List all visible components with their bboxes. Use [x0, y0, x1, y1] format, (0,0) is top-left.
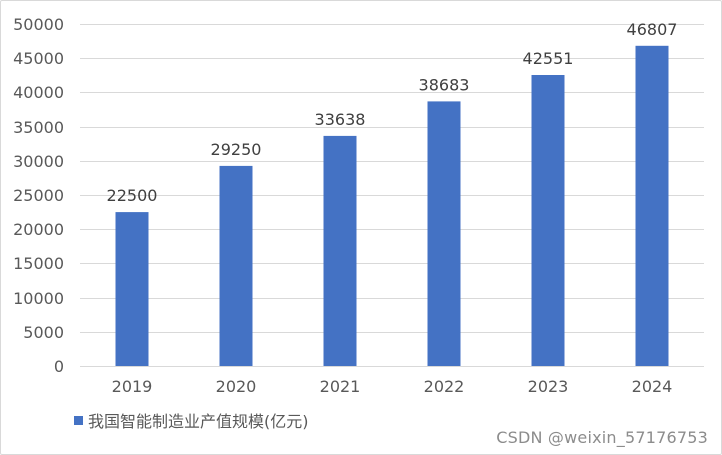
y-tick-label: 30000 [13, 152, 64, 171]
y-tick-label: 15000 [13, 254, 64, 273]
x-tick-label: 2020 [216, 377, 257, 396]
y-tick-label: 45000 [13, 49, 64, 68]
legend-swatch [74, 416, 83, 425]
data-label: 22500 [107, 186, 158, 205]
y-axis-ticks: 0 5000 10000 15000 20000 25000 30000 35000 40000… [13, 15, 64, 376]
watermark: CSDN @weixin_57176753 [496, 428, 708, 447]
x-tick-label: 2019 [112, 377, 153, 396]
data-label: 42551 [523, 49, 574, 68]
x-tick-label: 2021 [320, 377, 361, 396]
bar [635, 45, 669, 367]
bar [531, 75, 565, 366]
data-label: 38683 [419, 75, 470, 94]
y-tick-label: 10000 [13, 289, 64, 308]
y-tick-label: 35000 [13, 118, 64, 137]
y-tick-label: 5000 [23, 323, 64, 342]
gridlines [80, 24, 704, 367]
data-label: 33638 [315, 110, 366, 129]
bars [115, 45, 669, 367]
bar [323, 135, 357, 366]
bar [427, 101, 461, 367]
y-tick-label: 50000 [13, 15, 64, 34]
y-tick-label: 0 [54, 357, 64, 376]
bar [219, 165, 253, 366]
x-tick-label: 2023 [528, 377, 569, 396]
x-tick-label: 2022 [424, 377, 465, 396]
data-label: 46807 [627, 20, 678, 39]
data-label: 29250 [211, 140, 262, 159]
y-tick-label: 20000 [13, 220, 64, 239]
bar [115, 212, 149, 366]
legend: 我国智能制造业产值规模(亿元) [74, 412, 309, 431]
x-tick-label: 2024 [632, 377, 673, 396]
data-labels: 22500 29250 33638 38683 42551 46807 [107, 20, 678, 205]
x-axis-ticks: 2019 2020 2021 2022 2023 2024 [112, 377, 673, 396]
legend-label: 我国智能制造业产值规模(亿元) [88, 412, 309, 431]
y-tick-label: 25000 [13, 186, 64, 205]
y-tick-label: 40000 [13, 83, 64, 102]
